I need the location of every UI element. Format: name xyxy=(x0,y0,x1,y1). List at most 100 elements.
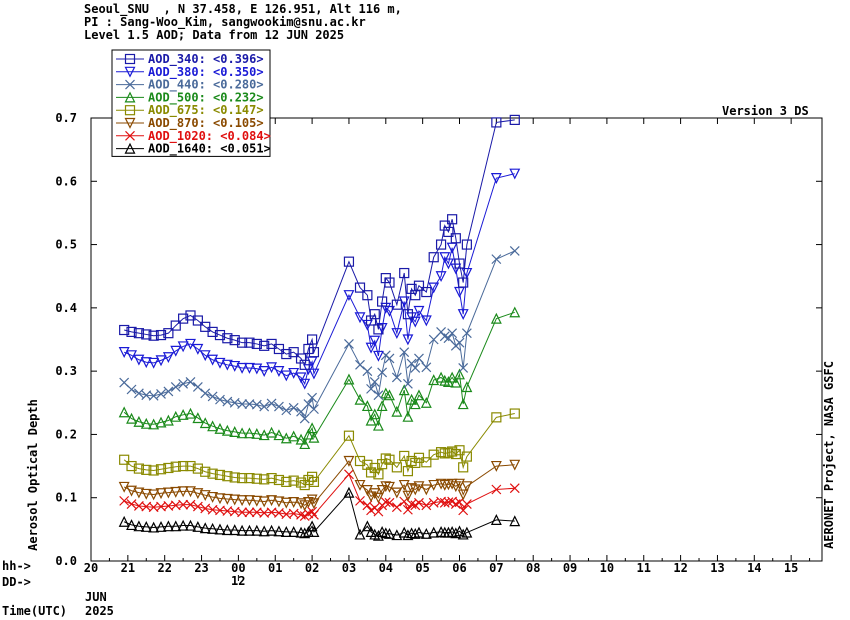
data-point xyxy=(306,422,318,434)
x-tick-label: 23 xyxy=(194,561,208,575)
data-point xyxy=(229,360,241,372)
data-point xyxy=(288,497,300,508)
data-point xyxy=(162,487,174,499)
data-point xyxy=(509,306,521,318)
data-point xyxy=(243,524,255,536)
data-point xyxy=(140,488,152,500)
data-point xyxy=(461,451,472,462)
data-point xyxy=(446,371,458,383)
data-point xyxy=(369,335,381,347)
data-point xyxy=(373,324,384,335)
data-point xyxy=(266,524,278,536)
data-point xyxy=(344,469,354,480)
data-point xyxy=(177,519,189,531)
data-point xyxy=(207,491,219,503)
y-axis-label: Aerosol Optical Depth xyxy=(26,399,40,551)
data-point xyxy=(199,417,211,429)
data-point xyxy=(295,498,307,510)
data-point xyxy=(461,267,473,279)
data-point xyxy=(454,525,465,537)
data-point xyxy=(274,401,284,412)
data-point xyxy=(361,485,373,496)
data-point xyxy=(288,430,300,442)
data-point xyxy=(155,464,167,475)
data-point xyxy=(236,427,248,439)
data-point xyxy=(443,497,454,508)
data-point xyxy=(406,283,417,294)
data-point xyxy=(273,429,285,441)
legend-marker xyxy=(124,117,136,129)
data-point xyxy=(170,461,181,472)
data-point xyxy=(343,256,355,267)
series-aod-340 xyxy=(119,114,520,370)
data-point xyxy=(509,168,521,180)
data-point xyxy=(376,485,388,496)
header-level-line: Level 1.5 AOD; Data from 12 JUN 2025 xyxy=(84,28,345,42)
data-point xyxy=(391,462,402,473)
data-point xyxy=(266,472,277,484)
data-point xyxy=(384,305,395,317)
data-point xyxy=(308,347,320,358)
data-point xyxy=(428,282,440,294)
data-point xyxy=(141,464,152,475)
data-point xyxy=(281,476,292,487)
data-point xyxy=(214,469,226,481)
data-point xyxy=(509,408,520,419)
series-aod-870 xyxy=(118,455,521,512)
data-point xyxy=(126,499,137,509)
data-point xyxy=(192,488,204,500)
data-point xyxy=(402,309,414,320)
data-point xyxy=(221,424,233,436)
data-point xyxy=(309,404,319,415)
header-site-line: Seoul_SNU , N 37.458, E 126.951, Alt 116… xyxy=(84,2,402,16)
data-point xyxy=(454,497,465,508)
legend-entry-aod-380: AOD_380: <0.350> xyxy=(148,65,264,80)
x-tick-label: 02 xyxy=(305,561,319,575)
series-aod-500 xyxy=(118,306,521,450)
x-tick-label: 13 xyxy=(710,561,724,575)
data-point xyxy=(428,252,439,263)
data-point xyxy=(413,305,425,317)
legend-marker xyxy=(124,105,136,116)
data-point xyxy=(259,474,270,485)
data-point xyxy=(192,315,203,326)
data-point xyxy=(377,296,388,307)
data-point xyxy=(207,326,218,338)
data-point xyxy=(509,515,521,527)
legend-marker xyxy=(124,66,136,78)
data-point xyxy=(281,348,292,360)
data-point xyxy=(126,412,138,424)
data-point xyxy=(243,362,255,374)
data-point xyxy=(450,233,461,244)
data-point xyxy=(309,509,319,520)
data-point xyxy=(126,485,138,497)
series-aod-1640 xyxy=(118,486,521,541)
x-tick-label: 07 xyxy=(489,561,503,575)
data-point xyxy=(222,333,233,344)
legend: AOD_340: <0.396>AOD_380: <0.350>AOD_440:… xyxy=(111,49,271,157)
x-tick-label: 08 xyxy=(526,561,540,575)
data-point xyxy=(162,520,174,532)
plot-frame xyxy=(90,117,823,562)
data-point xyxy=(490,312,502,324)
x-tick-label: 09 xyxy=(563,561,577,575)
data-point xyxy=(461,526,473,538)
data-point xyxy=(380,453,391,464)
data-point xyxy=(299,359,310,370)
data-point xyxy=(439,448,450,459)
data-point xyxy=(229,524,241,536)
data-point xyxy=(229,335,240,346)
data-point xyxy=(428,449,439,460)
data-point xyxy=(251,427,263,439)
data-point xyxy=(361,400,373,412)
legend-marker xyxy=(125,130,135,141)
data-point xyxy=(428,374,440,386)
data-point xyxy=(156,389,166,399)
y-tick-label: 0.1 xyxy=(55,491,77,505)
data-point xyxy=(155,520,167,532)
x-tick-label: 14 xyxy=(747,561,761,575)
data-point xyxy=(280,526,292,537)
data-point xyxy=(288,347,299,358)
data-point xyxy=(178,378,189,389)
data-point xyxy=(509,459,521,471)
